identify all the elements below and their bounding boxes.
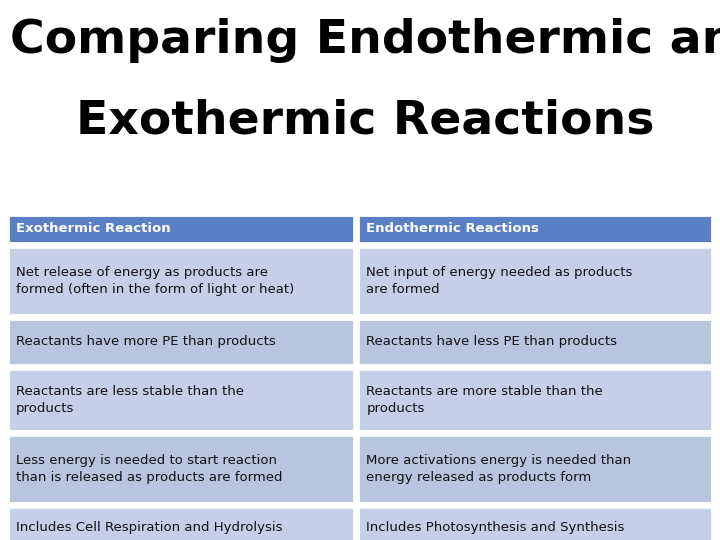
Bar — [359, 435, 712, 503]
Bar — [359, 247, 712, 315]
Text: Includes Cell Respiration and Hydrolysis: Includes Cell Respiration and Hydrolysis — [16, 522, 282, 535]
Bar — [359, 369, 712, 431]
Bar — [8, 319, 354, 365]
Text: Reactants have less PE than products: Reactants have less PE than products — [366, 335, 618, 348]
Bar — [8, 435, 354, 503]
Text: Reactants are less stable than the
products: Reactants are less stable than the produ… — [16, 385, 244, 415]
Bar — [359, 319, 712, 365]
Bar — [8, 215, 354, 243]
Text: More activations energy is needed than
energy released as products form: More activations energy is needed than e… — [366, 454, 631, 484]
Text: Reactants have more PE than products: Reactants have more PE than products — [16, 335, 276, 348]
Bar — [8, 507, 354, 540]
Bar — [8, 369, 354, 431]
Text: Less energy is needed to start reaction
than is released as products are formed: Less energy is needed to start reaction … — [16, 454, 282, 484]
Text: Exothermic Reactions: Exothermic Reactions — [10, 98, 654, 143]
Bar — [8, 247, 354, 315]
Text: Includes Photosynthesis and Synthesis: Includes Photosynthesis and Synthesis — [366, 522, 625, 535]
Text: Comparing Endothermic and: Comparing Endothermic and — [10, 18, 720, 63]
Text: Exothermic Reaction: Exothermic Reaction — [16, 222, 171, 235]
Bar — [359, 507, 712, 540]
Text: Net input of energy needed as products
are formed: Net input of energy needed as products a… — [366, 266, 633, 296]
Text: Endothermic Reactions: Endothermic Reactions — [366, 222, 539, 235]
Bar — [359, 215, 712, 243]
Text: Reactants are more stable than the
products: Reactants are more stable than the produ… — [366, 385, 603, 415]
Text: Net release of energy as products are
formed (often in the form of light or heat: Net release of energy as products are fo… — [16, 266, 294, 296]
